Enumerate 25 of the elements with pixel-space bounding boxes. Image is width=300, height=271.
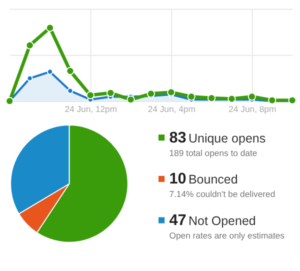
- point: [106, 88, 115, 98]
- x-tick-label: 24 Jun, 4pm: [148, 104, 196, 114]
- text: 189 total opens to date: [169, 148, 258, 158]
- point: [187, 92, 196, 101]
- data-label: 47: [169, 212, 186, 230]
- legend-label: Unique opens: [188, 131, 266, 146]
- legend-label: Not Opened: [188, 214, 256, 228]
- point: [248, 92, 256, 101]
- point: [126, 96, 135, 104]
- point: [146, 90, 156, 98]
- point: [26, 41, 34, 50]
- text: 7.14% couldn't be delivered: [169, 189, 276, 200]
- x-tick-label: 24 Jun, 8pm: [228, 104, 276, 114]
- text: Open rates are only estimates: [169, 230, 286, 241]
- x-tick-label: 24 Jun, 12pm: [64, 104, 118, 114]
- point: [207, 94, 216, 102]
- point: [66, 66, 74, 76]
- point: [46, 24, 54, 32]
- point: [46, 68, 54, 75]
- legend-label: Bounced: [188, 172, 238, 187]
- data-label: 83: [169, 129, 186, 146]
- point: [67, 88, 74, 94]
- data-label: 10: [169, 170, 186, 188]
- point: [167, 88, 176, 96]
- point: [86, 91, 94, 100]
